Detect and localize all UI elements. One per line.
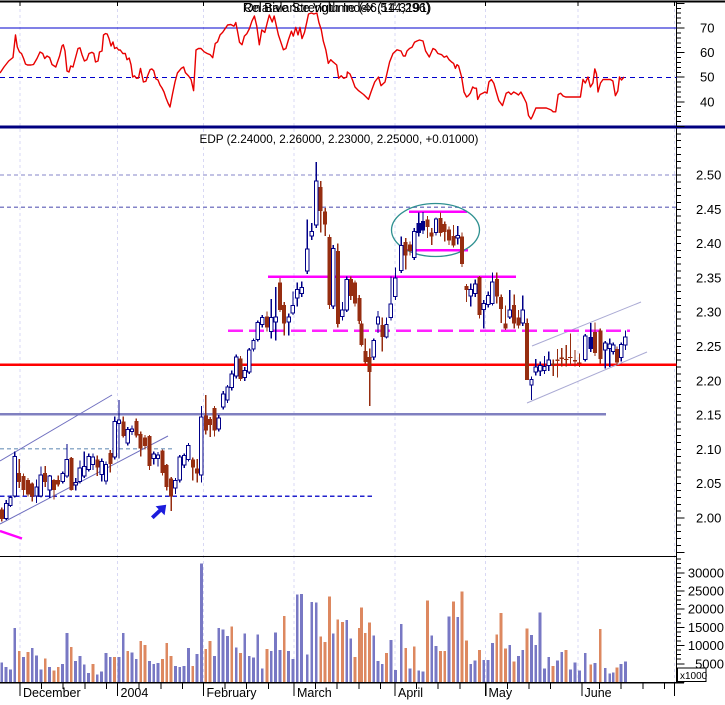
svg-text:30000: 30000 xyxy=(688,565,724,580)
svg-text:2.50: 2.50 xyxy=(696,168,721,183)
svg-text:2.25: 2.25 xyxy=(696,339,721,354)
svg-text:20000: 20000 xyxy=(688,602,724,617)
svg-text:2.00: 2.00 xyxy=(696,511,721,526)
svg-text:2.35: 2.35 xyxy=(696,270,721,285)
svg-text:June: June xyxy=(585,686,612,700)
svg-text:On Balance Volume (46,514,296): On Balance Volume (46,514,296) xyxy=(244,1,430,15)
svg-text:EDP (2.24000, 2.26000, 2.23000: EDP (2.24000, 2.26000, 2.23000, 2.25000,… xyxy=(200,133,479,146)
svg-text:2.30: 2.30 xyxy=(696,305,721,320)
svg-text:70: 70 xyxy=(700,21,714,36)
svg-text:25000: 25000 xyxy=(688,584,724,599)
svg-text:50: 50 xyxy=(700,70,714,85)
svg-text:2.10: 2.10 xyxy=(696,442,721,457)
svg-text:December: December xyxy=(23,686,81,700)
svg-text:March: March xyxy=(297,686,332,700)
svg-text:2.20: 2.20 xyxy=(696,373,721,388)
svg-text:May: May xyxy=(489,686,513,700)
svg-text:15000: 15000 xyxy=(688,620,724,635)
svg-text:2.45: 2.45 xyxy=(696,202,721,217)
svg-text:60: 60 xyxy=(700,45,714,60)
svg-text:2.05: 2.05 xyxy=(696,476,721,491)
svg-text:10000: 10000 xyxy=(688,638,724,653)
svg-text:February: February xyxy=(207,686,258,700)
svg-text:2004: 2004 xyxy=(121,686,149,700)
svg-text:Relative Strength Index (14.31: Relative Strength Index (14.3191) xyxy=(243,1,431,15)
svg-text:2.40: 2.40 xyxy=(696,236,721,251)
svg-text:40: 40 xyxy=(700,94,714,109)
svg-text:April: April xyxy=(398,686,423,700)
svg-text:x1000: x1000 xyxy=(680,671,708,682)
svg-text:2.15: 2.15 xyxy=(696,408,721,423)
